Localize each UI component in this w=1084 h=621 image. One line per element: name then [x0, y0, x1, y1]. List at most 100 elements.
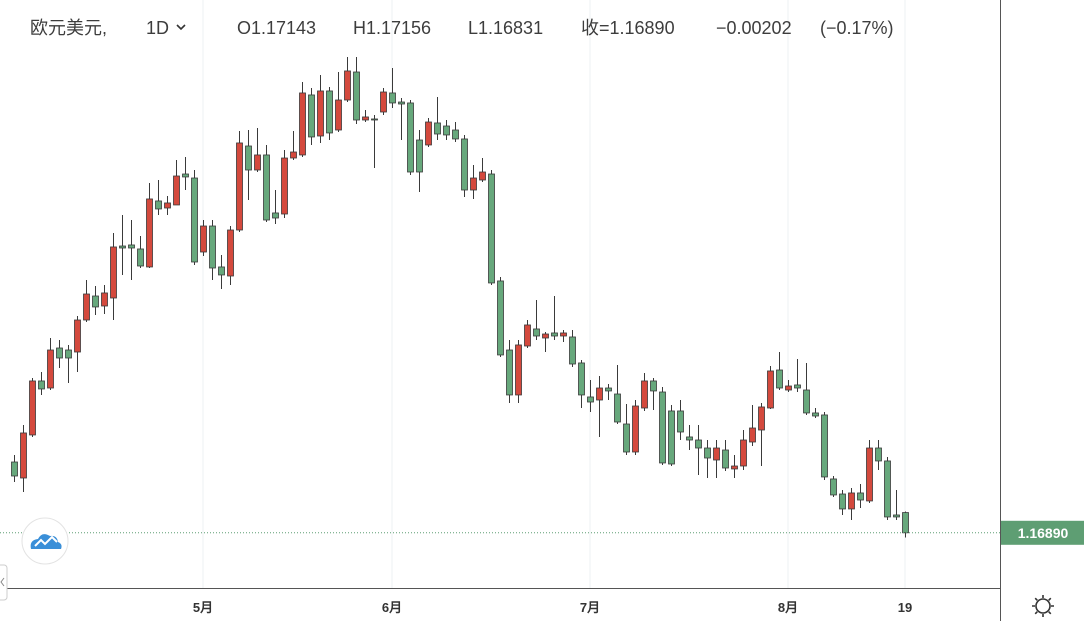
- candle-body: [164, 202, 171, 209]
- candle-body: [290, 151, 297, 159]
- candle-body: [281, 157, 288, 215]
- candle-body: [623, 423, 630, 453]
- candle-body: [668, 410, 675, 465]
- candle-body: [380, 91, 387, 113]
- candle-body: [902, 512, 909, 534]
- candle-body: [803, 389, 810, 414]
- candle-body: [470, 177, 477, 191]
- candle-body: [776, 369, 783, 389]
- candle-body: [155, 200, 162, 210]
- x-tick-label: 7月: [580, 600, 600, 615]
- candle-body: [578, 362, 585, 396]
- ohlc-close: 收=1.16890: [581, 18, 675, 38]
- candle-body: [479, 171, 486, 181]
- candle-body: [218, 266, 225, 276]
- candle-body: [83, 293, 90, 321]
- candle-body: [704, 447, 711, 459]
- candle-body: [785, 385, 792, 391]
- candle-body: [749, 427, 756, 443]
- candle-body: [848, 492, 855, 510]
- candle-body: [650, 380, 657, 392]
- candle-body: [722, 449, 729, 469]
- candle-body: [38, 380, 45, 390]
- candle-body: [20, 432, 27, 479]
- candle-body: [236, 142, 243, 231]
- candle-body: [857, 492, 864, 501]
- candle-body: [794, 384, 801, 389]
- candle-body: [119, 245, 126, 249]
- candle-body: [434, 122, 441, 135]
- candle-body: [416, 139, 423, 173]
- candle-body: [407, 102, 414, 173]
- candle-body: [560, 332, 567, 337]
- change-percent: (−0.17%): [820, 18, 894, 38]
- candle-body: [569, 336, 576, 365]
- candle-body: [677, 410, 684, 433]
- candles: [11, 56, 909, 538]
- candle-body: [758, 406, 765, 431]
- interval-chevron[interactable]: [175, 22, 187, 32]
- settings-button[interactable]: [1032, 595, 1054, 617]
- candle-body: [551, 332, 558, 337]
- candle-body: [506, 349, 513, 396]
- candle-body: [821, 414, 828, 478]
- x-tick-label: 5月: [193, 600, 213, 615]
- x-tick-label: 19: [898, 600, 912, 615]
- candle-body: [362, 116, 369, 121]
- candle-body: [497, 280, 504, 356]
- symbol[interactable]: 欧元美元,: [30, 18, 108, 38]
- candle-body: [830, 478, 837, 496]
- candle-body: [461, 138, 468, 191]
- candle-body: [263, 154, 270, 221]
- candle-body: [515, 344, 522, 396]
- candle-body: [695, 439, 702, 449]
- candle-body: [659, 391, 666, 464]
- candle-body: [209, 225, 216, 269]
- candle-body: [92, 295, 99, 308]
- interval[interactable]: 1D: [146, 18, 170, 38]
- candle-body: [389, 92, 396, 104]
- candle-body: [299, 92, 306, 156]
- candle-body: [740, 439, 747, 467]
- candle-body: [641, 380, 648, 409]
- last-price-tag: [1001, 520, 1084, 545]
- candle-body: [101, 292, 108, 307]
- candle-body: [542, 333, 549, 339]
- candle-body: [812, 412, 819, 417]
- candle-body: [686, 436, 693, 441]
- candle-body: [344, 70, 351, 101]
- candle-body: [398, 101, 405, 105]
- logo[interactable]: [21, 517, 69, 565]
- candle-body: [326, 90, 333, 134]
- candle-body: [452, 129, 459, 140]
- candle-body: [839, 493, 846, 510]
- candle-body: [488, 173, 495, 284]
- scroll-tab[interactable]: [0, 564, 8, 601]
- candle-body: [596, 387, 603, 401]
- candle-body: [254, 154, 261, 171]
- candle-body: [866, 447, 873, 502]
- last-price-label: 1.16890: [1018, 525, 1069, 541]
- candle-body: [605, 387, 612, 392]
- candle-body: [443, 125, 450, 136]
- candle-body: [767, 370, 774, 409]
- candle-body: [173, 175, 180, 206]
- candle-body: [29, 380, 36, 436]
- change: −0.00202: [716, 18, 792, 38]
- candle-body: [884, 460, 891, 518]
- candle-body: [371, 118, 378, 121]
- candle-body: [614, 393, 621, 423]
- candle-body: [317, 90, 324, 137]
- candle-body: [533, 328, 540, 337]
- candle-body: [182, 173, 189, 178]
- candle-body: [128, 244, 135, 249]
- overlay: 5月 6月 7月 8月 19 1.16890: [0, 520, 1084, 615]
- candle-body: [425, 121, 432, 146]
- candle-body: [11, 461, 18, 477]
- ohlc-high: H1.17156: [353, 18, 432, 38]
- candle-body: [587, 396, 594, 403]
- candle-body: [74, 319, 81, 353]
- candle-body: [272, 212, 279, 219]
